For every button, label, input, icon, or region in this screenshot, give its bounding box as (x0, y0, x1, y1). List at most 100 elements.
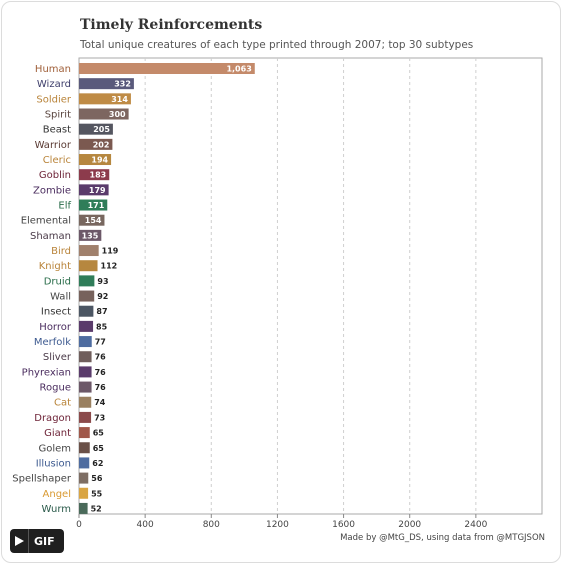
bar (79, 214, 105, 226)
x-tick-label: 2400 (464, 520, 487, 530)
gif-button[interactable]: GIF (10, 529, 64, 553)
bar (79, 427, 90, 439)
bar (79, 260, 98, 272)
value-label: 171 (88, 201, 105, 210)
bar (79, 472, 89, 484)
category-label: Soldier (36, 94, 72, 105)
value-label: 135 (82, 231, 99, 240)
category-label: Horror (39, 322, 72, 333)
value-label: 154 (85, 216, 102, 225)
value-label: 332 (114, 80, 131, 89)
category-label: Goblin (39, 170, 71, 181)
category-label: Phyrexian (22, 367, 71, 378)
category-label: Wall (50, 292, 71, 303)
value-label: 92 (97, 292, 108, 301)
category-label: Rogue (40, 383, 71, 394)
value-label: 74 (94, 398, 106, 407)
x-tick-label: 1200 (266, 520, 289, 530)
bar (79, 199, 108, 211)
category-label: Insect (41, 307, 71, 318)
value-label: 314 (111, 95, 128, 104)
category-label: Bird (51, 246, 71, 257)
value-label: 85 (96, 322, 108, 331)
category-label: Shaman (30, 231, 71, 242)
category-label: Beast (43, 125, 71, 136)
category-label: Wizard (37, 79, 71, 90)
category-label: Elf (58, 201, 71, 212)
x-tick-label: 800 (203, 520, 220, 530)
bar (79, 154, 112, 166)
category-label: Knight (39, 261, 71, 272)
value-label: 56 (91, 474, 103, 483)
bar (79, 396, 92, 408)
chart-subtitle: Total unique creatures of each type prin… (80, 39, 474, 51)
bar (79, 138, 113, 150)
value-label: 76 (95, 353, 107, 362)
value-label: 73 (94, 413, 105, 422)
value-label: 194 (91, 156, 108, 165)
category-label: Illusion (36, 458, 71, 469)
gif-label: GIF (34, 534, 55, 548)
value-label: 87 (96, 307, 107, 316)
value-label: 76 (95, 368, 107, 377)
bar (79, 93, 131, 105)
bar (79, 275, 95, 287)
category-label: Druid (44, 276, 71, 287)
category-label: Human (35, 64, 71, 75)
value-label: 179 (89, 186, 106, 195)
category-label: Spellshaper (12, 474, 72, 485)
category-label: Angel (43, 489, 71, 500)
value-label: 65 (93, 429, 105, 438)
category-label: Dragon (34, 413, 71, 424)
value-label: 205 (93, 125, 110, 134)
value-label: 202 (93, 140, 110, 149)
bar (79, 351, 92, 363)
bar (79, 78, 134, 90)
credit-text: Made by @MtG_DS, using data from @MTGJSO… (340, 533, 545, 543)
bar (79, 487, 89, 499)
bar (79, 411, 92, 423)
value-label: 93 (97, 277, 108, 286)
bar (79, 63, 255, 74)
category-label: Zombie (33, 185, 71, 196)
x-tick-label: 1600 (332, 520, 355, 530)
value-label: 77 (95, 338, 106, 347)
value-label: 76 (95, 383, 107, 392)
category-label: Golem (38, 443, 71, 454)
bar (79, 123, 113, 135)
value-label: 62 (92, 459, 103, 468)
category-label: Giant (44, 428, 71, 439)
bar (79, 320, 94, 332)
value-label: 300 (109, 110, 126, 119)
value-label: 55 (91, 489, 103, 498)
x-tick-label: 2000 (398, 520, 421, 530)
bar (79, 305, 94, 317)
plot-frame (78, 57, 543, 515)
value-label: 119 (102, 247, 119, 256)
category-label: Elemental (21, 216, 71, 227)
category-label: Merfolk (34, 337, 71, 348)
category-label: Spirit (45, 110, 71, 121)
x-tick-label: 0 (76, 520, 82, 530)
bar (79, 381, 92, 393)
category-label: Wurm (41, 504, 71, 515)
bar (79, 245, 99, 257)
category-label: Cat (54, 398, 71, 409)
bar (79, 502, 88, 514)
value-label: 112 (101, 262, 118, 271)
value-label: 1,063 (226, 65, 251, 74)
bar (79, 229, 102, 241)
bar (79, 336, 92, 348)
bar (79, 108, 129, 120)
bar (79, 184, 109, 196)
bar (79, 290, 95, 302)
bar (79, 457, 90, 469)
x-tick-label: 400 (137, 520, 154, 530)
chart-title: Timely Reinforcements (80, 17, 263, 33)
bar (79, 169, 110, 181)
value-label: 65 (93, 444, 105, 453)
category-label: Sliver (43, 352, 72, 363)
category-label: Warrior (35, 140, 72, 151)
value-label: 183 (90, 171, 107, 180)
